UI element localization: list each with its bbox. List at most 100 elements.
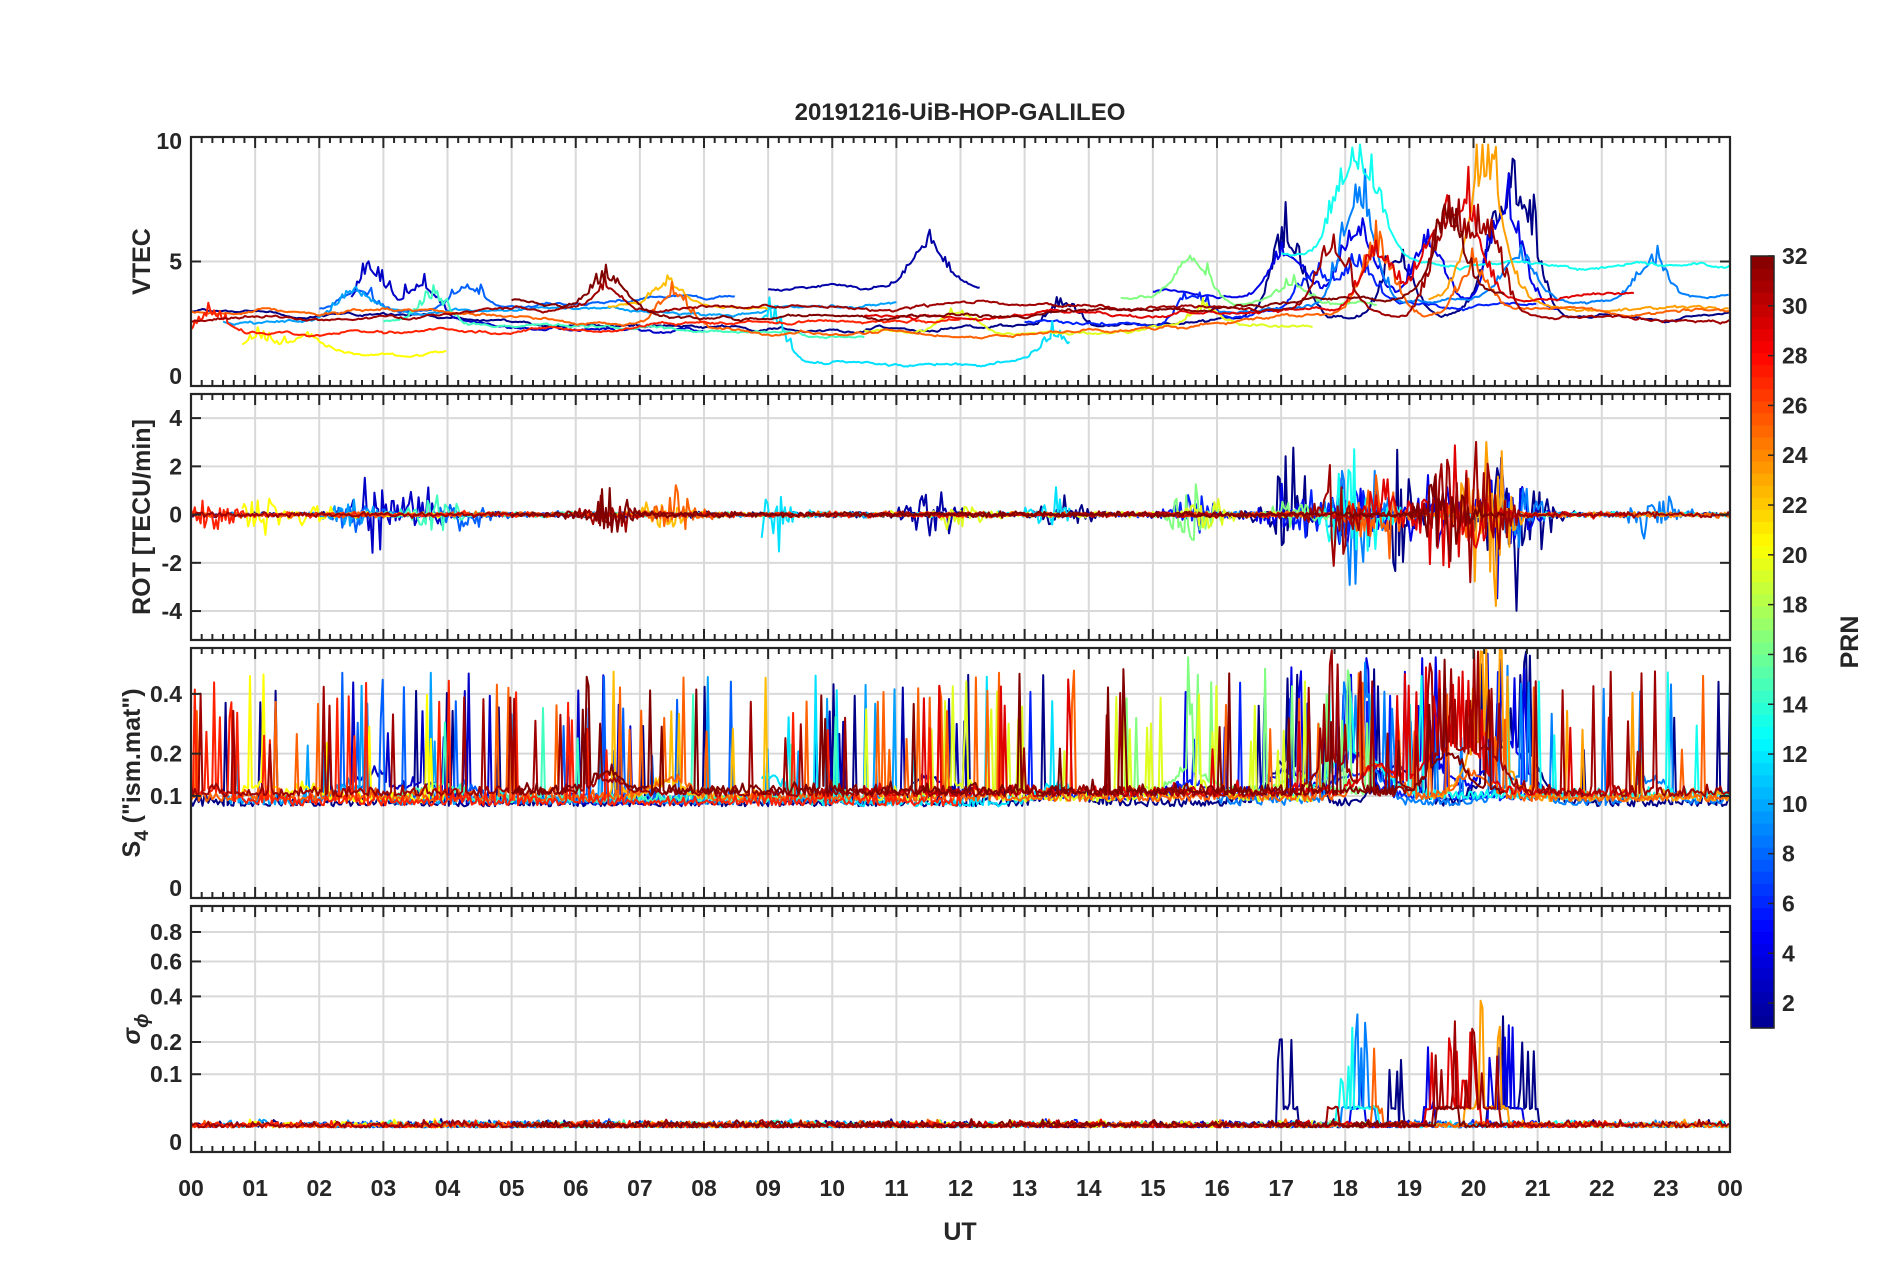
- colorbar-band: [1751, 991, 1774, 1005]
- colorbar-tick-label: 32: [1782, 243, 1808, 269]
- ylabel-s4: S4 ("ism.mat"): [118, 688, 153, 857]
- series-line-prn-12: [760, 296, 1071, 368]
- series-group-sigma-phi: [191, 999, 1730, 1129]
- y-tick-label: 0: [169, 502, 182, 528]
- colorbar-band: [1751, 666, 1774, 679]
- ylabel-rot: ROT [TECU/min]: [128, 419, 156, 615]
- colorbar-band: [1751, 364, 1774, 378]
- series-line-prn-6: [1024, 253, 1537, 328]
- colorbar-tick-label: 24: [1782, 442, 1808, 468]
- colorbar-tick-label: 28: [1782, 343, 1808, 369]
- colorbar-band: [1751, 449, 1774, 462]
- series-line-prn-27: [191, 679, 962, 807]
- y-tick-label: 10: [156, 128, 182, 154]
- series-line-prn-1: [191, 157, 1730, 335]
- x-tick-label: 10: [819, 1175, 845, 1201]
- series-group-s4: [191, 648, 1730, 808]
- x-tick-label: 01: [242, 1175, 268, 1201]
- colorbar-band: [1751, 883, 1774, 896]
- colorbar-band: [1751, 473, 1774, 486]
- colorbar-band: [1751, 714, 1774, 728]
- colorbar-band: [1751, 436, 1774, 450]
- series-line-prn-29: [863, 165, 1634, 322]
- colorbar-band: [1751, 316, 1774, 329]
- colorbar-band: [1751, 461, 1774, 474]
- series-line-prn-20: [241, 673, 448, 804]
- colorbar-band: [1751, 835, 1774, 848]
- colorbar-band: [1751, 738, 1774, 752]
- series-line-prn-32: [511, 203, 1505, 323]
- panel-vtec: 0 5 10 VTEC: [128, 128, 1732, 389]
- y-tick-label: 0.4: [150, 681, 182, 707]
- ticks-s4: 0 0.1 0.2 0.4: [150, 646, 1732, 901]
- colorbar-band: [1751, 485, 1774, 498]
- x-tick-label: 18: [1332, 1175, 1358, 1201]
- colorbar-band: [1751, 521, 1774, 535]
- colorbar-band: [1751, 304, 1774, 317]
- colorbar-band: [1751, 762, 1774, 776]
- series-line-prn-9: [1216, 168, 1729, 315]
- x-tick-label: 05: [499, 1175, 525, 1201]
- colorbar-tick-label: 18: [1782, 592, 1808, 618]
- y-tick-label: 4: [169, 405, 182, 431]
- series-line-prn-31: [191, 440, 1730, 584]
- x-tick-label: 06: [563, 1175, 589, 1201]
- ylabel-vtec: VTEC: [128, 228, 156, 295]
- y-tick-label: 0: [169, 363, 182, 389]
- series-line-prn-16: [1120, 254, 1377, 307]
- colorbar-band: [1751, 340, 1774, 354]
- x-tick-label: 23: [1653, 1175, 1679, 1201]
- x-tick-label: 12: [948, 1175, 974, 1201]
- colorbar-band: [1751, 412, 1774, 426]
- grid-vtec: [191, 137, 1730, 386]
- colorbar-band: [1751, 629, 1774, 643]
- colorbar-band: [1751, 654, 1774, 667]
- x-tick-label: 21: [1525, 1175, 1551, 1201]
- ylabel-sigma-sub: ϕ: [132, 1014, 153, 1028]
- ylabel-sigma-phi: σϕ: [118, 1014, 153, 1045]
- x-tick-label: 00: [178, 1175, 204, 1201]
- series-line-prn-23: [1428, 143, 1729, 313]
- y-tick-label: 0.4: [150, 983, 182, 1009]
- colorbar-tick-label: 10: [1782, 791, 1808, 817]
- colorbar-band: [1751, 424, 1774, 438]
- y-tick-label: 2: [169, 453, 182, 479]
- colorbar-band: [1751, 581, 1774, 595]
- colorbar-band: [1751, 642, 1774, 655]
- colorbar-label: PRN: [1836, 616, 1864, 669]
- x-tick-labels: 00 01 02 03 04 05 06 07 08 09 10 11 12 13 14 15 16 17 18 19…: [178, 1175, 1743, 1201]
- colorbar-band: [1751, 726, 1774, 740]
- colorbar-band: [1751, 352, 1774, 366]
- series-line-prn-31: [191, 649, 1730, 798]
- x-tick-label: 22: [1589, 1175, 1615, 1201]
- ylabel-s4-main: S: [118, 841, 146, 858]
- colorbar-band: [1751, 545, 1774, 559]
- x-tick-label: 08: [691, 1175, 717, 1201]
- colorbar-band: [1751, 702, 1774, 715]
- x-tick-label: 03: [371, 1175, 397, 1201]
- y-tick-label: 5: [169, 249, 182, 275]
- chart-title: 20191216-UiB-HOP-GALILEO: [795, 99, 1126, 126]
- x-tick-label: 17: [1268, 1175, 1294, 1201]
- series-line-prn-8: [319, 283, 735, 314]
- colorbar-tick-label: 30: [1782, 293, 1808, 319]
- series-group-rot: [191, 440, 1730, 612]
- ticks-sigma-phi: 0 0.1 0.2 0.4 0.6 0.8: [150, 904, 1732, 1155]
- x-tick-label: 14: [1076, 1175, 1102, 1201]
- colorbar-band: [1751, 328, 1774, 342]
- series-line-prn-25: [191, 219, 1730, 340]
- colorbar-band: [1751, 847, 1774, 860]
- ticks-rot: -4 -2 0 2 4: [162, 392, 1732, 642]
- y-tick-label: -4: [162, 598, 183, 624]
- ticks-vtec: 0 5 10: [156, 128, 1732, 389]
- colorbar-band: [1751, 557, 1774, 571]
- colorbar-band: [1751, 798, 1774, 812]
- colorbar-band: [1751, 1003, 1774, 1017]
- panel-s4: 0 0.1 0.2 0.4 S4 ("ism.mat"): [118, 646, 1732, 901]
- ylabel-s4-sub: 4: [132, 830, 153, 841]
- colorbar-tick-label: 26: [1782, 392, 1808, 418]
- colorbar-band: [1751, 509, 1774, 522]
